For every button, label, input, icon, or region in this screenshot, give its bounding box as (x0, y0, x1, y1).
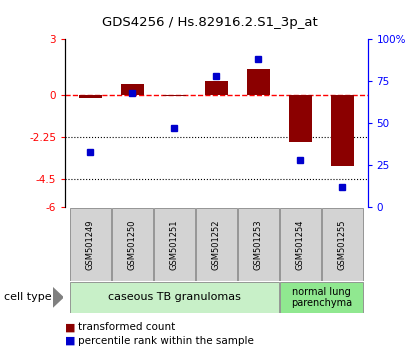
FancyBboxPatch shape (70, 208, 111, 281)
Text: GSM501249: GSM501249 (86, 219, 95, 269)
Text: GSM501253: GSM501253 (254, 219, 263, 270)
FancyBboxPatch shape (154, 208, 195, 281)
Bar (331, 95, 354, 166)
Text: GSM501251: GSM501251 (170, 219, 179, 269)
FancyBboxPatch shape (196, 208, 237, 281)
Text: ■: ■ (65, 322, 76, 332)
FancyBboxPatch shape (70, 282, 279, 313)
Bar (163, 95, 186, 96)
Bar (121, 84, 144, 95)
Bar (205, 81, 228, 95)
FancyBboxPatch shape (112, 208, 153, 281)
Bar (79, 95, 102, 98)
FancyBboxPatch shape (280, 208, 321, 281)
Text: ■: ■ (65, 336, 76, 346)
Text: percentile rank within the sample: percentile rank within the sample (78, 336, 254, 346)
Bar (247, 69, 270, 95)
Text: cell type: cell type (4, 292, 52, 302)
Polygon shape (52, 287, 63, 307)
FancyBboxPatch shape (322, 208, 363, 281)
FancyBboxPatch shape (238, 208, 279, 281)
Text: GSM501250: GSM501250 (128, 219, 137, 269)
Text: normal lung
parenchyma: normal lung parenchyma (291, 286, 352, 308)
Text: GSM501254: GSM501254 (296, 219, 305, 269)
Text: GSM501252: GSM501252 (212, 219, 221, 269)
Text: GSM501255: GSM501255 (338, 219, 347, 269)
Text: caseous TB granulomas: caseous TB granulomas (108, 292, 241, 302)
Text: GDS4256 / Hs.82916.2.S1_3p_at: GDS4256 / Hs.82916.2.S1_3p_at (102, 16, 318, 29)
FancyBboxPatch shape (280, 282, 363, 313)
Text: transformed count: transformed count (78, 322, 175, 332)
Bar (289, 95, 312, 142)
